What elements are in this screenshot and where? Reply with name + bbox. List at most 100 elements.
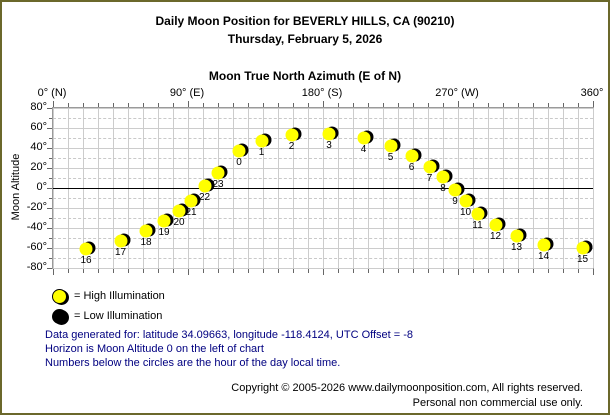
hour-label: 4 xyxy=(360,144,367,155)
info-location-line: Data generated for: latitude 34.09663, l… xyxy=(45,329,414,341)
moon-position-marker xyxy=(114,234,127,248)
x-axis-tick xyxy=(263,103,264,107)
hour-label: 17 xyxy=(114,247,127,258)
y-axis-tick xyxy=(49,158,52,159)
x-axis-tick xyxy=(158,269,159,273)
x-axis-tick xyxy=(398,269,399,273)
x-axis-tick xyxy=(293,269,294,273)
x-axis-tick xyxy=(368,103,369,107)
x-axis-tick xyxy=(503,103,504,107)
y-axis-tick xyxy=(47,148,52,149)
x-axis-tick xyxy=(323,269,324,275)
x-axis-tick xyxy=(98,103,99,107)
x-axis-tick xyxy=(338,103,339,107)
hour-label: 20 xyxy=(173,217,185,228)
x-axis-tick xyxy=(173,269,174,273)
x-axis-tick xyxy=(563,269,564,273)
page-title: Daily Moon Position for BEVERLY HILLS, C… xyxy=(155,14,455,28)
hour-label: 9 xyxy=(452,196,458,207)
info-hour-note-line: Numbers below the circles are the hour o… xyxy=(45,357,341,369)
hour-label: 19 xyxy=(158,227,170,238)
moon-position-marker xyxy=(537,238,550,252)
gridline-horizontal xyxy=(53,268,593,269)
hour-label: 13 xyxy=(510,242,523,253)
x-axis-tick-label: 90° (E) xyxy=(169,87,205,99)
legend-high-label: = High Illumination xyxy=(74,290,165,302)
gridline-vertical xyxy=(593,108,594,268)
hour-label: 5 xyxy=(387,152,394,163)
x-axis-tick-label: 270° (W) xyxy=(435,87,479,99)
x-axis-tick xyxy=(233,103,234,107)
y-axis-tick xyxy=(49,138,52,139)
moon-position-marker xyxy=(255,134,268,148)
x-axis-tick xyxy=(158,103,159,107)
hour-label: 12 xyxy=(489,231,502,242)
x-axis-tick xyxy=(443,269,444,273)
gridline-horizontal xyxy=(53,248,593,249)
x-axis-tick xyxy=(188,269,189,275)
x-axis-tick xyxy=(113,103,114,107)
x-axis-tick xyxy=(383,269,384,273)
x-axis-tick xyxy=(233,269,234,273)
hour-label: 0 xyxy=(236,157,242,168)
x-axis-tick xyxy=(308,269,309,273)
gridline-horizontal xyxy=(53,198,593,199)
moon-position-marker xyxy=(285,128,298,142)
hour-label: 6 xyxy=(408,162,415,173)
gridline-horizontal xyxy=(53,168,593,169)
hour-label: 11 xyxy=(472,220,483,231)
moon-position-marker xyxy=(459,194,472,208)
x-axis-tick xyxy=(473,103,474,107)
x-axis-tick xyxy=(293,103,294,107)
x-axis-tick xyxy=(413,103,414,107)
y-axis-tick xyxy=(49,238,52,239)
moon-position-marker xyxy=(423,160,436,174)
moon-position-marker xyxy=(198,179,211,193)
hour-label: 23 xyxy=(212,179,224,190)
hour-label: 21 xyxy=(185,207,197,218)
gridline-horizontal xyxy=(53,228,593,229)
x-axis-tick xyxy=(443,103,444,107)
x-axis-tick xyxy=(83,103,84,107)
x-axis-tick xyxy=(458,101,459,107)
x-axis-tick xyxy=(218,103,219,107)
x-axis-tick xyxy=(323,101,324,107)
hour-label: 7 xyxy=(426,173,433,184)
y-axis-tick-label: 80° xyxy=(30,101,47,113)
hour-label: 3 xyxy=(326,140,332,151)
x-axis-tick-label: 180° (S) xyxy=(301,87,343,99)
moon-position-marker xyxy=(139,224,153,238)
y-axis-tick xyxy=(49,178,52,179)
moon-position-marker xyxy=(357,131,370,145)
gridline-horizontal xyxy=(53,118,593,119)
x-axis-tick xyxy=(83,269,84,273)
x-axis-tick xyxy=(248,103,249,107)
legend-low-illumination: = Low Illumination xyxy=(52,308,162,325)
hour-label: 10 xyxy=(459,207,472,218)
y-axis-tick-label: 0° xyxy=(36,181,47,193)
moon-position-marker xyxy=(405,149,418,163)
hour-label: 2 xyxy=(288,141,295,152)
hour-label: 15 xyxy=(576,254,589,265)
x-axis-tick xyxy=(53,101,54,107)
x-axis-tick xyxy=(143,269,144,273)
hour-label: 8 xyxy=(440,183,446,194)
horizon-line xyxy=(53,188,593,189)
gridline-horizontal xyxy=(53,158,593,159)
x-axis-tick xyxy=(278,103,279,107)
x-axis-tick xyxy=(278,269,279,273)
x-axis-tick xyxy=(68,269,69,273)
y-axis-tick-label: -80° xyxy=(26,261,47,273)
x-axis-tick xyxy=(413,269,414,273)
x-axis-tick xyxy=(353,103,354,107)
moon-position-marker xyxy=(436,170,450,184)
x-axis-tick xyxy=(518,103,519,107)
y-axis-tick-label: 20° xyxy=(30,161,47,173)
x-axis-tick xyxy=(383,103,384,107)
x-axis-tick xyxy=(218,269,219,273)
gridline-horizontal xyxy=(53,238,593,239)
y-axis-tick xyxy=(49,118,52,119)
y-axis-tick-label: -20° xyxy=(26,201,47,213)
x-axis-tick xyxy=(428,103,429,107)
x-axis-tick xyxy=(203,103,204,107)
